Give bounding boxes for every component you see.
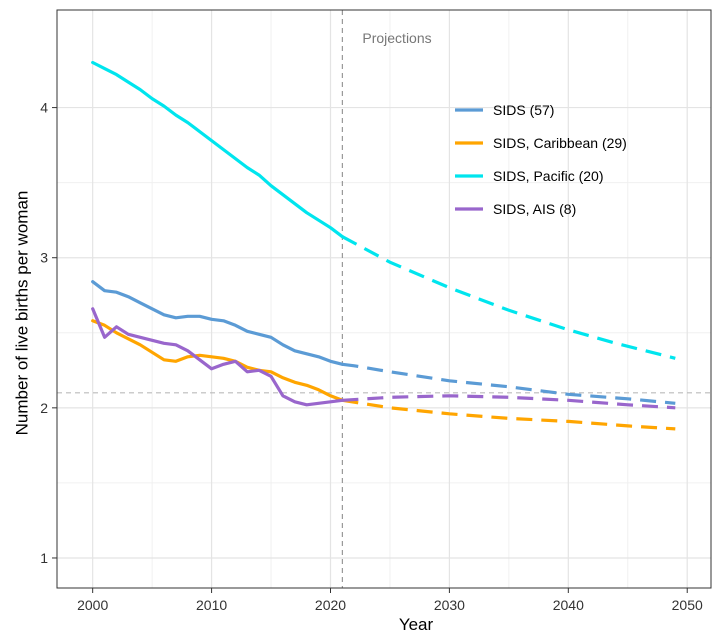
series-line-projections	[342, 398, 676, 431]
legend-label: SIDS (57)	[493, 102, 554, 118]
series-line-estimates	[91, 60, 344, 239]
series-lines	[91, 60, 676, 431]
series-line-estimates	[91, 319, 344, 402]
major-gridlines	[57, 10, 711, 588]
y-tick-label: 2	[40, 400, 48, 416]
projections-label: Projections	[362, 30, 431, 46]
x-tick-label: 2040	[553, 597, 584, 613]
y-tick-label: 4	[40, 100, 48, 116]
y-axis: 1 2 3 4	[40, 100, 57, 566]
y-axis-title: Number of live births per woman	[12, 191, 31, 436]
series-line-projections	[342, 394, 676, 410]
series-line-projections	[341, 235, 676, 360]
x-tick-label: 2010	[196, 597, 227, 613]
legend-label: SIDS, Caribbean (29)	[493, 135, 627, 151]
y-tick-label: 1	[40, 550, 48, 566]
plot-border	[56, 9, 712, 589]
legend-label: SIDS, AIS (8)	[493, 201, 576, 217]
x-axis: 2000 2010 2020 2030 2040 2050	[77, 588, 703, 613]
reference-lines	[57, 10, 711, 588]
series-line-estimates	[91, 280, 344, 366]
y-tick-label: 3	[40, 250, 48, 266]
plot-panel	[56, 9, 712, 589]
x-tick-label: 2050	[672, 597, 703, 613]
series-line-estimates	[91, 307, 344, 407]
legend: SIDS (57) SIDS, Caribbean (29) SIDS, Pacif…	[455, 102, 627, 217]
x-tick-label: 2020	[315, 597, 346, 613]
x-tick-label: 2000	[77, 597, 108, 613]
x-axis-title: Year	[399, 615, 434, 632]
minor-gridlines	[57, 10, 711, 588]
legend-label: SIDS, Pacific (20)	[493, 168, 603, 184]
x-tick-label: 2030	[434, 597, 465, 613]
series-line-projections	[342, 362, 676, 405]
